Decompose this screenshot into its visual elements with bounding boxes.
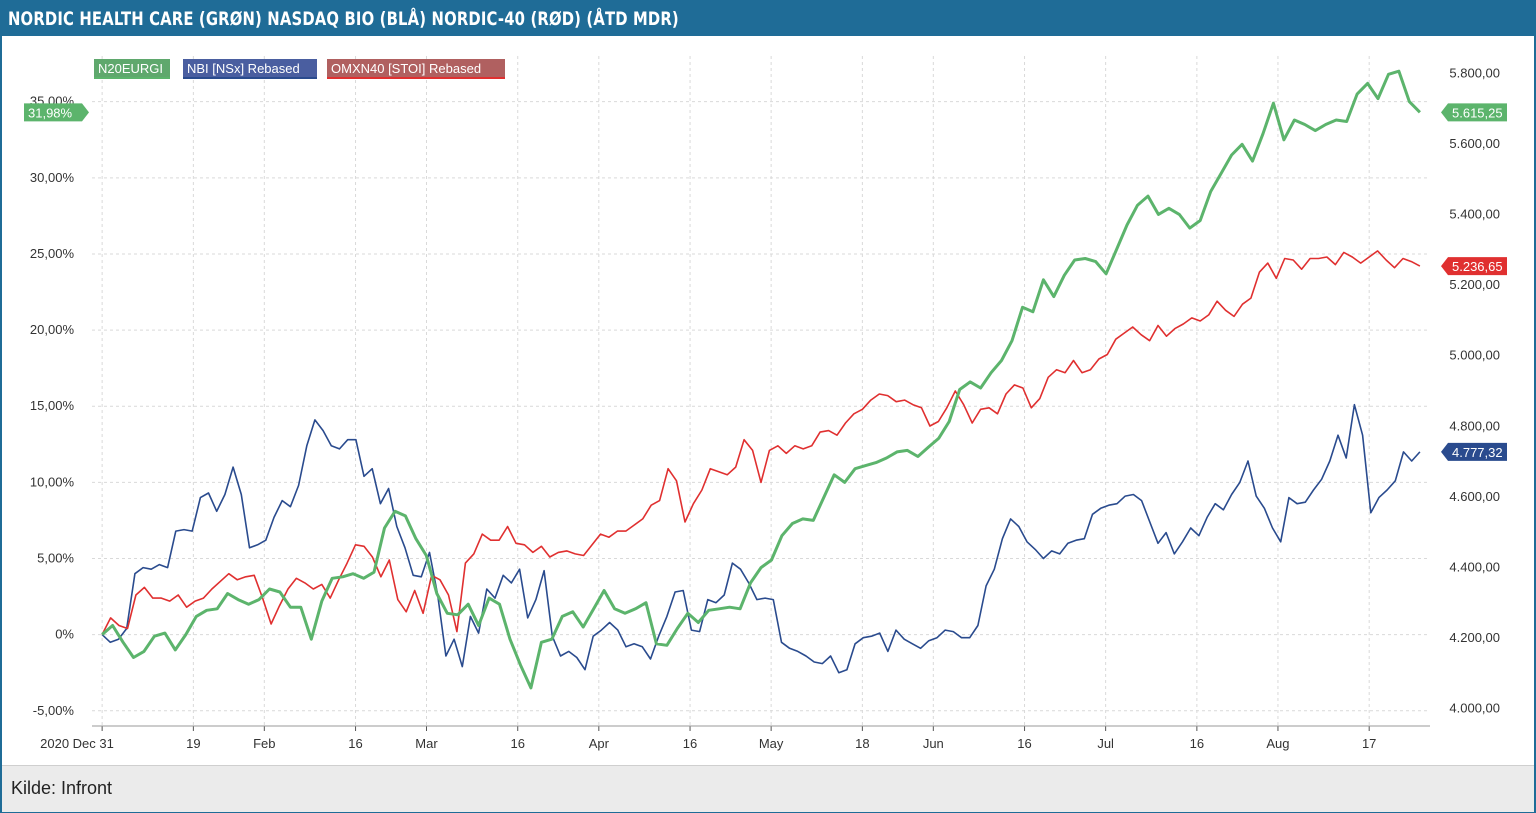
legend-label: N20EURGI (98, 61, 163, 76)
chart-title: NORDIC HEALTH CARE (GRØN) NASDAQ BIO (BL… (8, 8, 679, 30)
x-tick-label: Apr (589, 736, 610, 751)
x-tick-label: 16 (683, 736, 697, 751)
source-text: Kilde: Infront (11, 778, 113, 798)
legend-swatch (183, 59, 317, 78)
value-tag-red: 5.236,65 (1441, 257, 1507, 276)
y-left-tick-label: 5,00% (37, 551, 74, 566)
x-tick-label: 2020 Dec 31 (40, 736, 114, 751)
x-tick-label: 16 (1017, 736, 1031, 751)
x-tick-label: Feb (253, 736, 275, 751)
y-left-tick-label: 25,00% (30, 246, 75, 261)
legend-label: OMXN40 [STOI] Rebased (331, 61, 481, 76)
legend-swatch (327, 59, 505, 78)
value-tag-blue-shape (1441, 442, 1507, 461)
pct-tag-green-shape (24, 103, 89, 122)
y-left-tick-label: 30,00% (30, 170, 75, 185)
x-tick-label: Jul (1097, 736, 1114, 751)
value-tag-blue-text: 4.777,32 (1452, 445, 1503, 460)
x-tick-label: May (759, 736, 784, 751)
legend-underline (94, 77, 170, 79)
chart-svg: -5,00% 0% 5,00% 10,00% 15,00% 20,00% 25,00% 30,… (24, 56, 1507, 751)
x-tick-label: Aug (1266, 736, 1289, 751)
y-right-tick-label: 4.800,00 (1449, 418, 1500, 433)
pct-tag-green: 31,98% (24, 103, 89, 122)
legend-item-1: NBI [NSx] Rebased (183, 59, 317, 79)
y-left-tick-label: 10,00% (30, 474, 75, 489)
legend-underline (327, 77, 505, 79)
legend-label: NBI [NSx] Rebased (187, 61, 300, 76)
series-line-2 (101, 250, 1421, 635)
series-line-1 (101, 403, 1421, 674)
y-left-tick-label: -5,00% (33, 703, 75, 718)
title-bar: NORDIC HEALTH CARE (GRØN) NASDAQ BIO (BL… (2, 2, 1534, 36)
x-tick-label: 16 (348, 736, 362, 751)
legend-underline (183, 77, 317, 79)
y-left-tick-label: 15,00% (30, 398, 75, 413)
x-tick-label: 17 (1362, 736, 1376, 751)
pct-tag-green-text: 31,98% (28, 105, 73, 120)
x-tick-label: 16 (510, 736, 524, 751)
x-tick-label: 16 (1190, 736, 1204, 751)
y-right-tick-label: 5.600,00 (1449, 136, 1500, 151)
value-tag-red-text: 5.236,65 (1452, 259, 1503, 274)
value-tag-green: 5.615,25 (1441, 103, 1507, 122)
y-left-tick-label: 20,00% (30, 322, 75, 337)
x-tick-label: 19 (186, 736, 200, 751)
value-tag-blue: 4.777,32 (1441, 442, 1507, 461)
x-tick-label: 18 (855, 736, 869, 751)
x-tick-label: Jun (923, 736, 944, 751)
value-tag-green-shape (1441, 103, 1507, 122)
x-tick-label: Mar (415, 736, 438, 751)
y-right-tick-label: 4.600,00 (1449, 489, 1500, 504)
legend-item-0: N20EURGI (94, 59, 170, 79)
y-right-tick-label: 5.200,00 (1449, 277, 1500, 292)
y-right-tick-label: 5.400,00 (1449, 207, 1500, 222)
source-bar: Kilde: Infront (2, 765, 1534, 812)
legend-swatch (94, 59, 170, 78)
legend-item-2: OMXN40 [STOI] Rebased (327, 59, 505, 79)
series-line-0 (101, 69, 1421, 690)
value-tag-green-text: 5.615,25 (1452, 105, 1503, 120)
y-right-tick-label: 4.400,00 (1449, 559, 1500, 574)
y-right-tick-label: 5.800,00 (1449, 66, 1500, 81)
y-left-tick-label: 0% (55, 627, 74, 642)
y-right-tick-label: 5.000,00 (1449, 348, 1500, 363)
value-tag-red-shape (1441, 257, 1507, 276)
y-right-tick-label: 4.200,00 (1449, 630, 1500, 645)
y-right-tick-label: 4.000,00 (1449, 700, 1500, 715)
